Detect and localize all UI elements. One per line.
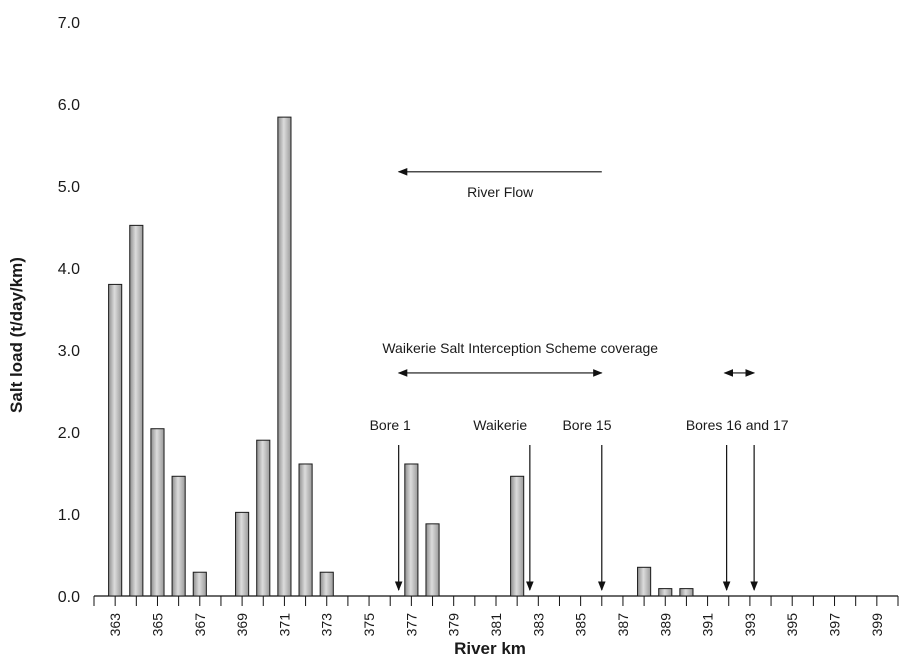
y-tick-label: 1.0 — [58, 507, 80, 524]
bar — [171, 475, 186, 597]
bar — [679, 588, 694, 597]
marker-label: Waikerie — [473, 417, 527, 433]
marker-label: Bore 1 — [370, 417, 411, 433]
x-tick-label: 379 — [446, 613, 462, 637]
y-tick-label: 0.0 — [58, 589, 80, 606]
bar — [150, 428, 165, 597]
x-axis-title: River km — [454, 639, 526, 658]
bar — [277, 116, 292, 597]
bar — [425, 523, 440, 597]
x-tick-label: 397 — [827, 613, 843, 637]
bars — [108, 116, 694, 597]
bar — [235, 511, 250, 597]
x-tick-label: 381 — [488, 613, 504, 637]
bar — [319, 571, 334, 597]
x-tick-label: 387 — [615, 613, 631, 637]
x-tick-label: 377 — [403, 613, 419, 637]
bar — [658, 588, 673, 597]
x-tick-label: 395 — [784, 613, 800, 637]
bar — [256, 439, 271, 597]
bar — [108, 283, 123, 597]
x-tick-label: 389 — [657, 613, 673, 637]
annotations: River Flow Waikerie Salt Interception Sch… — [370, 167, 789, 591]
y-tick-label: 2.0 — [58, 425, 80, 442]
x-tick-label: 365 — [149, 613, 165, 637]
x-tick-label: 369 — [234, 613, 250, 637]
x-tick-label: 363 — [107, 613, 123, 637]
x-tick-label: 375 — [361, 613, 377, 637]
y-axis-title: Salt load (t/day/km) — [7, 257, 26, 413]
x-axis: 363 365 367 369 371 373 375 377 379 381 383 385 387 3… — [93, 595, 899, 637]
x-tick-label: 367 — [192, 613, 208, 637]
bar — [404, 463, 419, 597]
x-tick-label: 391 — [700, 613, 716, 637]
y-axis: 0.0 1.0 2.0 3.0 4.0 5.0 6.0 7.0 — [58, 15, 80, 606]
y-tick-label: 6.0 — [58, 97, 80, 114]
x-tick-label: 399 — [869, 613, 885, 637]
river-flow-label: River Flow — [467, 184, 534, 200]
x-tick-label: 373 — [319, 613, 335, 637]
marker-label: Bores 16 and 17 — [686, 417, 789, 433]
y-tick-label: 5.0 — [58, 179, 80, 196]
marker-label: Bore 15 — [562, 417, 611, 433]
y-tick-label: 4.0 — [58, 261, 80, 278]
bar — [192, 571, 207, 597]
x-tick-label: 383 — [530, 613, 546, 637]
x-tick-label: 371 — [276, 613, 292, 637]
y-tick-label: 7.0 — [58, 15, 80, 32]
bar — [510, 475, 525, 597]
x-tick-label: 385 — [573, 613, 589, 637]
coverage-label: Waikerie Salt Interception Scheme covera… — [382, 340, 658, 356]
bar — [129, 224, 144, 597]
x-tick-label: 393 — [742, 613, 758, 637]
bar — [298, 463, 313, 597]
y-tick-label: 3.0 — [58, 343, 80, 360]
bar — [637, 566, 652, 597]
